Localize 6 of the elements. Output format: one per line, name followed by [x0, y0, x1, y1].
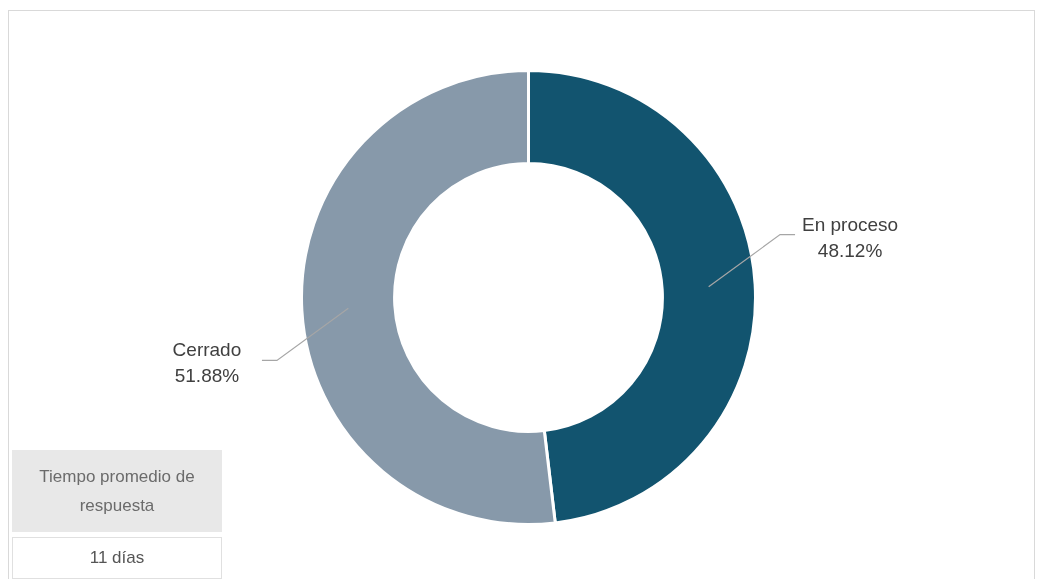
text: Tiempo promedio de respuesta: [12, 450, 222, 532]
slice-label: En proceso: [802, 213, 899, 235]
data-label: 51.88%: [174, 365, 240, 387]
text: 11 días: [12, 537, 222, 579]
slice-label: Cerrado: [172, 339, 242, 361]
data-label: 48.12%: [817, 239, 883, 261]
